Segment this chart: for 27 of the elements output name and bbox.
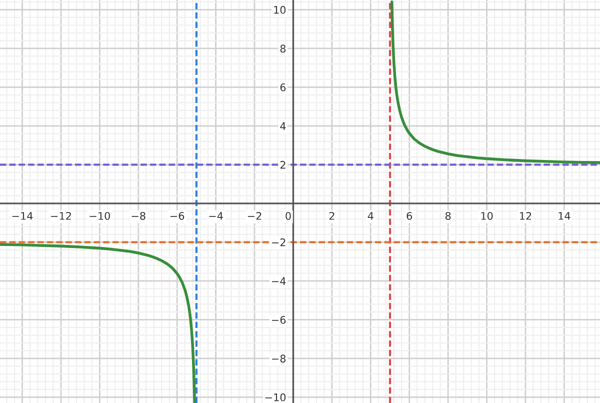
line-series (390, 0, 600, 164)
x-tick-label: −4 (209, 212, 223, 220)
y-tick-label: −6 (272, 316, 286, 324)
y-tick-label: 2 (280, 160, 286, 169)
x-tick-label: 14 (558, 212, 570, 220)
y-tick-label: −2 (272, 238, 286, 246)
x-tick-label: 6 (406, 212, 412, 220)
y-tick-label: −10 (265, 393, 286, 402)
x-tick-label: −10 (90, 212, 110, 220)
x-tick-label: 12 (520, 212, 532, 220)
x-tick-label: 10 (481, 212, 493, 220)
x-tick-label: −6 (170, 212, 184, 220)
y-tick-label: 8 (280, 44, 286, 53)
y-tick-label: 10 (274, 6, 286, 14)
x-tick-label: −12 (51, 212, 71, 220)
x-tick-label: 0 (286, 212, 291, 220)
x-tick-label: 2 (329, 212, 334, 220)
y-tick-label: −8 (272, 354, 286, 363)
x-tick-label: −14 (12, 212, 33, 220)
x-tick-label: −2 (248, 212, 262, 220)
x-tick-label: −8 (132, 212, 146, 220)
x-tick-label: 4 (368, 212, 374, 220)
line-series (0, 243, 196, 403)
x-tick-label: 8 (445, 212, 451, 220)
y-tick-label: −4 (272, 277, 286, 285)
y-tick-label: 6 (280, 83, 286, 92)
y-tick-label: 4 (280, 122, 286, 130)
